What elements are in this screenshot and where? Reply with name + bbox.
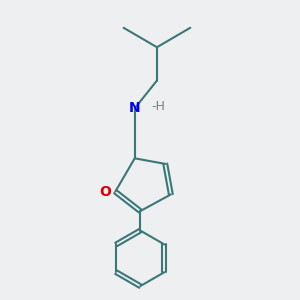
Text: N: N [129,101,140,115]
Text: -H: -H [152,100,165,113]
Text: O: O [99,185,111,199]
